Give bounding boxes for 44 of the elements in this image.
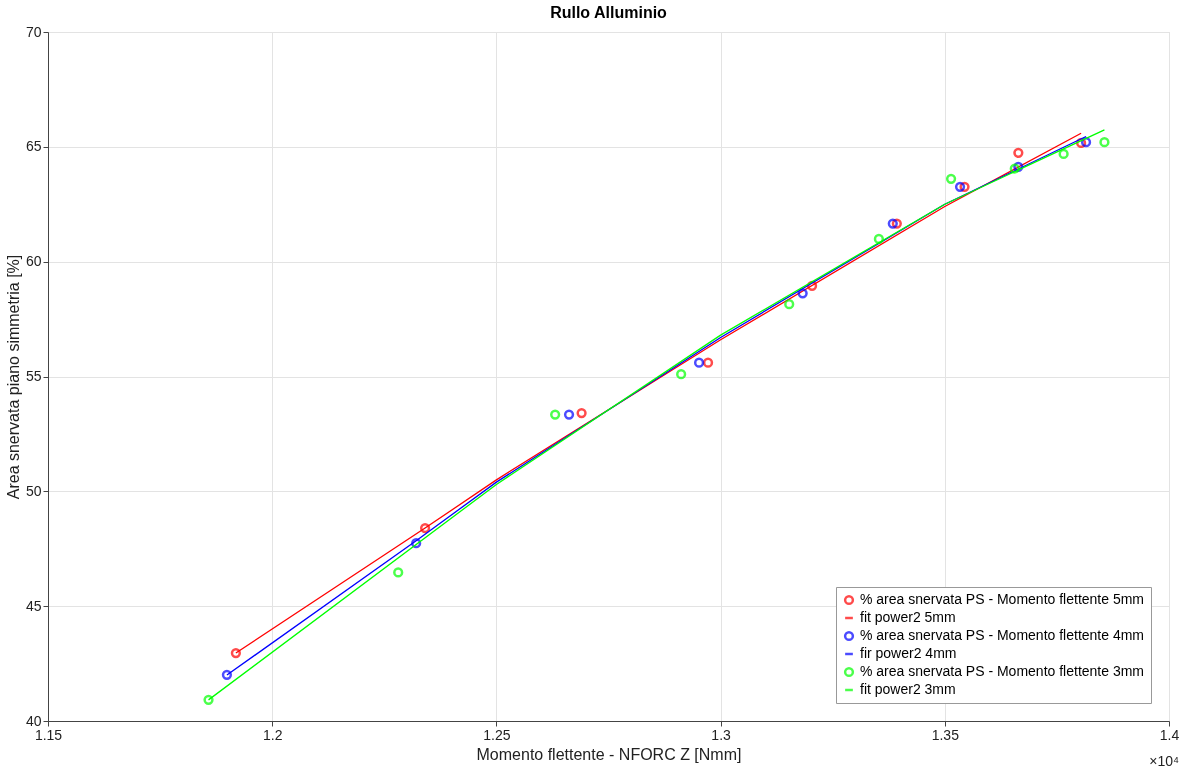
point <box>954 181 966 192</box>
point <box>230 647 241 659</box>
point <box>1099 137 1110 148</box>
x-tick-label: 1.25 <box>483 726 511 743</box>
point <box>702 357 714 368</box>
legend-label: fit power2 3mm <box>860 681 956 697</box>
point <box>873 233 885 245</box>
point <box>221 669 233 680</box>
point <box>1009 163 1020 174</box>
y-axis-title: Area snervata piano simmetria [%] <box>4 254 22 500</box>
point <box>203 694 214 705</box>
point <box>550 409 561 420</box>
point <box>576 407 587 419</box>
point <box>784 299 795 310</box>
y-tick-label: 70 <box>25 23 42 40</box>
legend-label: % area snervata PS - Momento flettente 3mm <box>860 663 1145 679</box>
point <box>887 218 898 229</box>
text: ×10⁴ <box>1149 753 1179 769</box>
point <box>693 357 705 368</box>
point <box>797 288 808 299</box>
y-tick-label: 50 <box>25 482 42 499</box>
point <box>563 409 575 420</box>
legend-label: % area snervata PS - Momento flettente 5mm <box>860 591 1145 607</box>
x-tick-label: 1.15 <box>34 726 63 743</box>
x-tick-label: 1.35 <box>931 726 960 743</box>
legend-label: % area snervata PS - Momento flettente 4mm <box>860 627 1145 643</box>
chart-title: Rullo Alluminio <box>550 4 668 21</box>
x-tick-label: 1.4 <box>1159 726 1180 743</box>
y-tick-label: 45 <box>25 597 42 614</box>
legend-label: fit power2 5mm <box>860 609 956 625</box>
y-tick-label: 55 <box>25 368 42 384</box>
point <box>1058 148 1069 160</box>
x-tick-label: 1.3 <box>711 726 732 743</box>
y-tick-label: 65 <box>25 138 42 155</box>
x-axis-title: Momento flettente - NFORC Z [Nmm] <box>476 745 742 763</box>
point <box>393 567 404 578</box>
point <box>945 173 957 184</box>
legend-label: fir power2 4mm <box>860 645 957 661</box>
y-tick-label: 60 <box>25 253 42 270</box>
point <box>419 522 431 534</box>
point <box>676 369 687 380</box>
x-tick-label: 1.2 <box>262 726 283 743</box>
point <box>1013 147 1024 158</box>
y-tick-label: 40 <box>25 712 42 729</box>
